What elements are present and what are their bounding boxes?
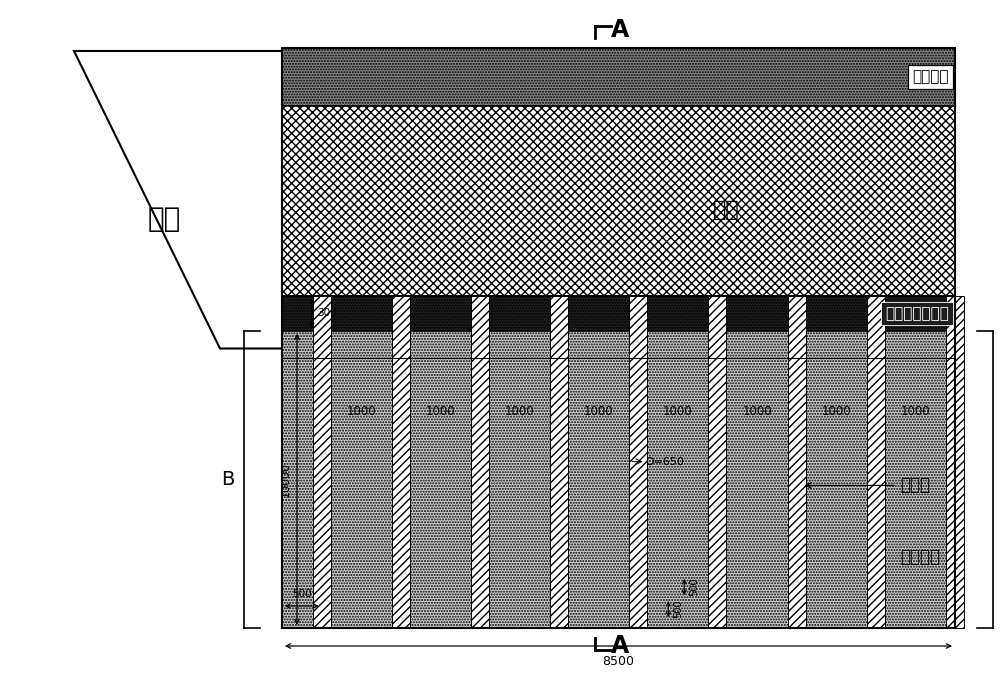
Bar (313, 296, 331, 628)
Bar (282, 296, 955, 331)
Text: 1000: 1000 (742, 405, 772, 418)
Text: 300: 300 (317, 308, 337, 318)
Text: 1000: 1000 (505, 405, 534, 418)
Bar (282, 48, 955, 628)
Text: B: B (221, 470, 235, 489)
Bar (282, 48, 955, 106)
Bar (550, 296, 568, 628)
Bar (946, 296, 964, 628)
Text: 10000: 10000 (281, 462, 291, 497)
Text: 500: 500 (292, 589, 312, 599)
Text: 1000: 1000 (821, 405, 851, 418)
Text: A: A (611, 634, 630, 658)
Text: 1000: 1000 (426, 405, 455, 418)
Bar (471, 296, 489, 628)
Text: 8500: 8500 (602, 655, 635, 668)
Text: 500: 500 (673, 600, 683, 619)
Bar (629, 296, 647, 628)
Bar (282, 106, 955, 296)
Bar (788, 296, 806, 628)
Text: 500: 500 (689, 578, 699, 596)
Text: 1000: 1000 (346, 405, 376, 418)
Text: 1000: 1000 (901, 405, 930, 418)
Text: D=650: D=650 (646, 457, 685, 466)
Text: A: A (611, 18, 630, 42)
Bar (867, 296, 885, 628)
Text: 路堵: 路堵 (713, 201, 740, 220)
Bar (708, 296, 726, 628)
Text: 桥台: 桥台 (147, 206, 181, 233)
Text: 承载桦: 承载桦 (900, 477, 930, 494)
Text: 路堵灌浆加强层: 路堵灌浆加强层 (885, 306, 949, 321)
Bar (282, 331, 955, 628)
Polygon shape (74, 51, 282, 349)
Bar (392, 296, 410, 628)
Text: 1000: 1000 (663, 405, 693, 418)
Text: 1000: 1000 (584, 405, 614, 418)
Text: 软土地基: 软土地基 (900, 548, 940, 566)
Text: 道路面层: 道路面层 (912, 70, 949, 84)
